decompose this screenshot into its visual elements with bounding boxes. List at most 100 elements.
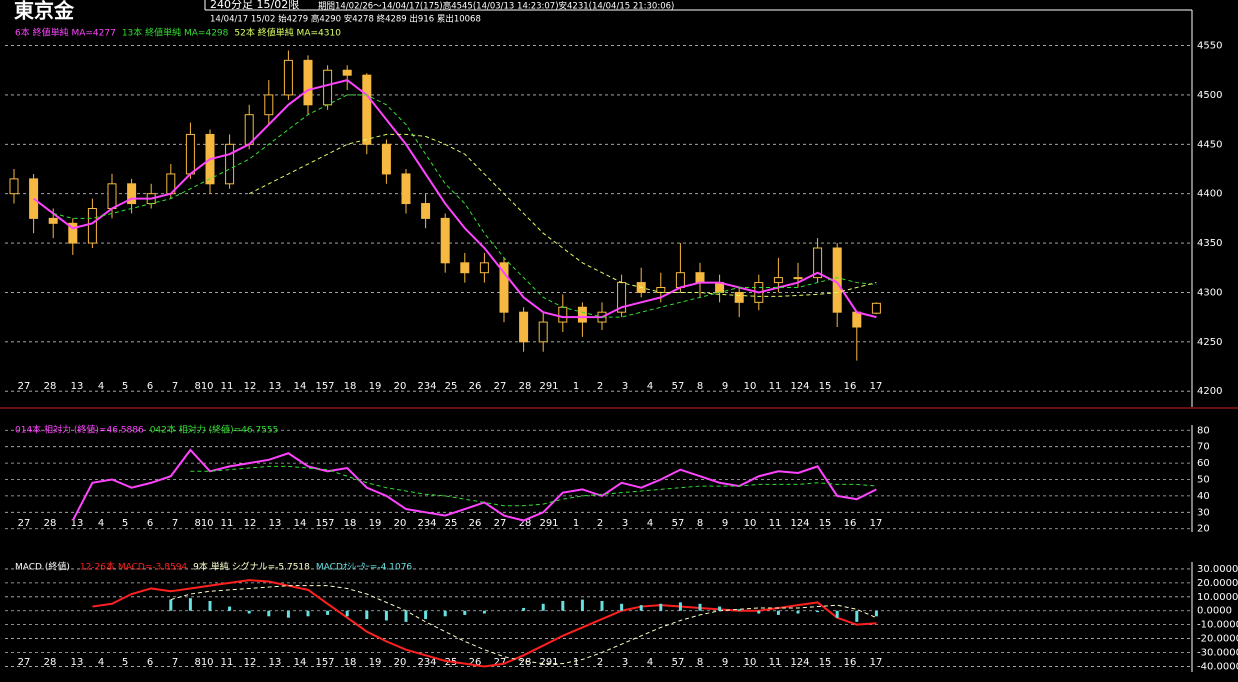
candle-body — [479, 262, 489, 274]
histogram-bar — [737, 609, 741, 611]
histogram-bar — [757, 610, 761, 614]
x-tick-label: 291 — [539, 381, 558, 392]
x-tick-label: 27 — [18, 518, 31, 529]
histogram-bar — [816, 610, 820, 613]
candle-body — [283, 59, 293, 96]
candle-body — [695, 272, 705, 284]
x-tick-label: 5 — [122, 381, 128, 392]
x-tick-label: 7 — [172, 657, 178, 668]
histogram-bar — [776, 610, 780, 615]
histogram-bar — [208, 600, 212, 611]
candle-body — [244, 114, 254, 145]
candle-body — [871, 302, 881, 314]
candle-body — [440, 217, 450, 264]
x-tick-label: 28 — [519, 381, 532, 392]
x-tick-label: 26 — [469, 657, 482, 668]
x-tick-label: 15 — [819, 657, 832, 668]
histogram-bar — [718, 606, 722, 611]
quote-info: 14/04/17 15/02 始4279 高4290 安4278 終4289 出… — [210, 14, 481, 25]
candle-body — [499, 262, 509, 313]
candle-body — [381, 143, 391, 175]
x-tick-label: 10 — [744, 657, 757, 668]
x-tick-label: 19 — [369, 518, 382, 529]
x-tick-label: 5 — [122, 518, 128, 529]
x-tick-label: 17 — [870, 381, 883, 392]
x-tick-label: 25 — [445, 381, 458, 392]
histogram-bar — [404, 610, 408, 622]
x-tick-label: 6 — [147, 657, 153, 668]
candle-body — [656, 287, 666, 293]
x-tick-label: 20 — [394, 381, 407, 392]
period-info: 期間14/02/26～14/04/17(175)高4545(14/03/13 1… — [318, 1, 674, 12]
x-tick-label: 25 — [445, 518, 458, 529]
x-tick-label: 2 — [597, 657, 603, 668]
y-tick-label: 4400 — [1197, 189, 1222, 200]
x-tick-label: 8 — [697, 381, 703, 392]
x-tick-label: 810 — [194, 657, 213, 668]
histogram-bar — [855, 610, 859, 622]
y-tick-label: 4450 — [1197, 139, 1222, 150]
x-tick-label: 157 — [315, 518, 334, 529]
legend-entry: 9本 単純 シグナル=-5.7518 — [193, 561, 310, 573]
candle-body — [558, 306, 568, 323]
x-tick-label: 124 — [790, 657, 809, 668]
histogram-bar — [384, 610, 388, 621]
x-tick-label: 12 — [244, 518, 257, 529]
histogram-bar — [424, 610, 428, 620]
legend-entry: 12-26本 MACD=-3.8594 — [80, 561, 188, 573]
histogram-bar — [228, 606, 232, 611]
histogram-bar — [365, 610, 369, 620]
histogram-bar — [561, 600, 565, 611]
candle-body — [577, 306, 587, 323]
x-tick-label: 26 — [469, 518, 482, 529]
y-tick-label: 20 — [1197, 524, 1210, 535]
y-tick-label: 80 — [1197, 425, 1210, 436]
histogram-bar — [247, 610, 251, 614]
histogram-bar — [443, 610, 447, 617]
x-tick-label: 7 — [172, 381, 178, 392]
x-tick-label: 57 — [672, 518, 685, 529]
y-tick-label: 4350 — [1197, 238, 1222, 249]
y-tick-label: 4200 — [1197, 386, 1222, 397]
candle-body — [127, 183, 137, 205]
x-tick-label: 11 — [221, 657, 234, 668]
series-line — [53, 94, 877, 318]
x-tick-label: 19 — [369, 381, 382, 392]
x-tick-label: 17 — [870, 657, 883, 668]
legend-entry: 6本 終値単純 MA=4277 — [15, 27, 116, 39]
histogram-bar — [698, 603, 702, 611]
y-tick-label: 20.0000 — [1197, 578, 1238, 589]
x-tick-label: 13 — [71, 518, 84, 529]
candle-body — [342, 69, 352, 76]
timeframe: 240分足 15/02限 — [210, 0, 299, 11]
x-tick-label: 4 — [98, 381, 104, 392]
x-tick-label: 27 — [494, 657, 507, 668]
x-tick-label: 17 — [870, 518, 883, 529]
x-tick-label: 9 — [722, 657, 728, 668]
y-tick-label: 4500 — [1197, 90, 1222, 101]
x-tick-label: 2 — [597, 381, 603, 392]
candle-body — [675, 272, 685, 289]
x-tick-label: 16 — [844, 518, 857, 529]
histogram-bar — [267, 610, 271, 617]
x-tick-label: 18 — [344, 518, 357, 529]
candle-body — [421, 203, 431, 219]
x-tick-label: 810 — [194, 381, 213, 392]
x-tick-label: 10 — [744, 518, 757, 529]
x-tick-label: 12 — [244, 657, 257, 668]
x-tick-label: 14 — [294, 657, 307, 668]
histogram-bar — [835, 610, 839, 618]
x-tick-label: 4 — [647, 657, 653, 668]
y-tick-label: -10.0000 — [1197, 620, 1238, 631]
x-tick-label: 13 — [269, 657, 282, 668]
y-tick-label: 50 — [1197, 475, 1210, 486]
x-tick-label: 19 — [369, 657, 382, 668]
candle-body — [852, 311, 862, 328]
histogram-bar — [326, 610, 330, 615]
x-tick-label: 157 — [315, 657, 334, 668]
candle-body — [303, 59, 313, 106]
x-tick-label: 13 — [269, 381, 282, 392]
x-tick-label: 8 — [697, 657, 703, 668]
